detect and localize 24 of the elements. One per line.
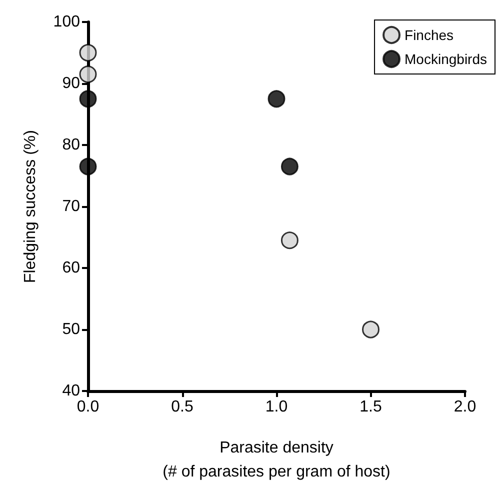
point xyxy=(280,158,298,176)
x-tick-label: 1.5 xyxy=(360,398,382,416)
y-tick-label: 80 xyxy=(62,136,80,154)
x-tick-label: 0.5 xyxy=(171,398,194,416)
point xyxy=(268,90,286,108)
y-tick-label: 90 xyxy=(62,75,80,92)
legend-label: Mockingbirds xyxy=(404,51,488,67)
legend-label: Finches xyxy=(404,27,454,43)
x-tick-label: 2.0 xyxy=(454,398,476,416)
x-tick-label: 0.0 xyxy=(76,398,100,416)
y-tick-label: 100 xyxy=(53,14,80,30)
point xyxy=(79,158,97,176)
point xyxy=(79,90,97,108)
y-axis-title: Fledging success (%) xyxy=(22,130,39,283)
x-axis-title: Parasite density (# of parasites per gram of host) xyxy=(162,440,390,480)
point xyxy=(79,44,97,62)
point xyxy=(362,320,380,338)
y-tick-label: 60 xyxy=(62,260,80,276)
point xyxy=(79,66,97,84)
x-tick-label: 1.0 xyxy=(265,398,288,416)
y-tick-label: 70 xyxy=(62,198,80,215)
y-tick-label: 50 xyxy=(62,321,80,338)
y-tick-label: 40 xyxy=(62,382,80,400)
point xyxy=(280,232,298,250)
